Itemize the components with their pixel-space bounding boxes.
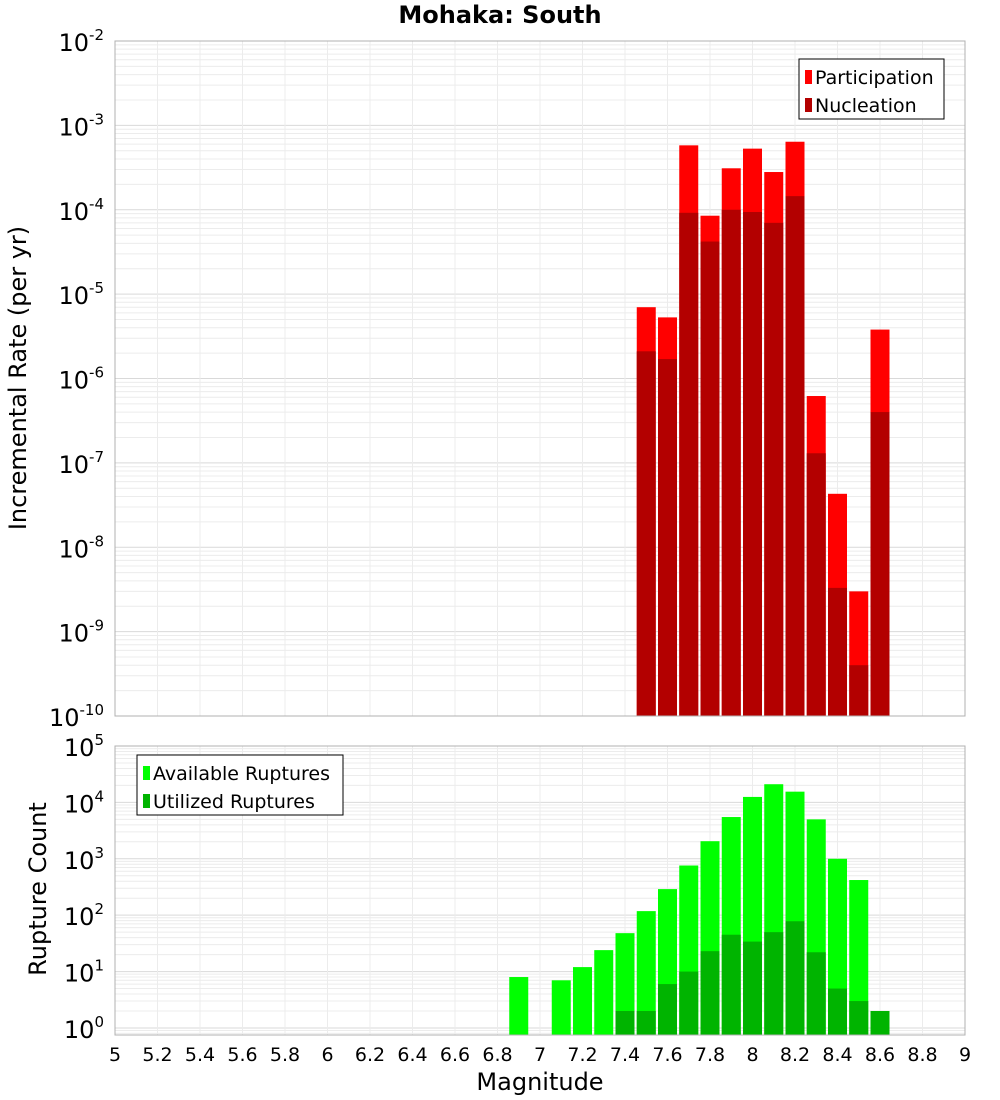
legend-swatch: [805, 98, 812, 112]
legend-swatch: [143, 794, 150, 808]
bar-available-ruptures: [551, 980, 571, 1035]
x-tick-label: 6: [321, 1044, 333, 1066]
bar-utilized-ruptures: [828, 988, 847, 1035]
bar-nucleation: [658, 359, 677, 716]
bar-available-ruptures: [849, 880, 869, 1035]
bottom-panel: 105 104 103 102 101 100 Available Ruptures Util…: [64, 731, 971, 1066]
bar-utilized-ruptures: [700, 951, 720, 1035]
legend-label: Participation: [815, 67, 934, 89]
bar-utilized-ruptures: [764, 932, 784, 1035]
y-tick-label: 10-3: [58, 110, 104, 141]
bar-nucleation: [636, 351, 656, 716]
bar-nucleation: [828, 587, 847, 716]
bar-utilized-ruptures: [721, 934, 741, 1035]
y-tick-label: 10-6: [58, 364, 104, 395]
x-tick-label: 7.2: [567, 1044, 597, 1066]
bottom-y-axis-label: Rupture Count: [24, 802, 52, 976]
y-tick-label: 105: [64, 731, 104, 762]
legend-label: Utilized Ruptures: [153, 791, 315, 813]
legend-label: Available Ruptures: [153, 763, 330, 785]
x-tick-label: 5: [109, 1044, 121, 1066]
x-tick-label: 5.6: [227, 1044, 257, 1066]
x-tick-label: 7.4: [610, 1044, 640, 1066]
legend-box: [798, 58, 945, 120]
y-tick-label: 10-9: [58, 617, 104, 648]
x-tick-label: 7.8: [695, 1044, 725, 1066]
y-tick-label: 10-8: [58, 532, 104, 563]
bar-utilized-ruptures: [806, 952, 826, 1035]
bar-nucleation: [721, 209, 741, 716]
bar-nucleation: [700, 241, 720, 717]
x-tick-label: 7.6: [652, 1044, 682, 1066]
x-tick-label: 8.2: [780, 1044, 810, 1066]
bar-utilized-ruptures: [679, 971, 699, 1035]
y-tick-label: 10-2: [58, 26, 104, 57]
y-tick-label: 10-7: [58, 448, 104, 479]
x-tick-label: 6.8: [482, 1044, 512, 1066]
bar-nucleation: [679, 212, 699, 716]
bar-utilized-ruptures: [785, 921, 805, 1035]
top-y-axis-label: Incremental Rate (per yr): [4, 226, 32, 530]
x-tick-label: 6.2: [355, 1044, 385, 1066]
y-tick-label: 104: [64, 787, 104, 818]
legend-box: [136, 754, 344, 816]
bar-nucleation: [806, 453, 826, 716]
x-tick-label: 6.6: [440, 1044, 470, 1066]
x-tick-label: 8.8: [907, 1044, 937, 1066]
bar-nucleation: [870, 412, 890, 716]
bar-utilized-ruptures: [636, 1010, 656, 1035]
bar-available-ruptures: [594, 950, 614, 1035]
y-tick-label: 100: [64, 1013, 104, 1044]
x-tick-label: 9: [959, 1044, 971, 1066]
legend-swatch: [805, 70, 812, 84]
bar-nucleation: [743, 212, 762, 716]
x-tick-label: 7: [534, 1044, 546, 1066]
x-tick-label: 6.4: [397, 1044, 427, 1066]
bar-nucleation: [849, 665, 869, 716]
bar-available-ruptures: [636, 911, 656, 1035]
legend-swatch: [143, 766, 150, 780]
y-tick-label: 10-10: [49, 701, 104, 732]
y-tick-label: 101: [64, 957, 104, 988]
x-tick-label: 8.4: [822, 1044, 852, 1066]
x-axis-label: Magnitude: [476, 1068, 603, 1096]
bar-utilized-ruptures: [615, 1010, 635, 1035]
plot-frame: [114, 40, 966, 717]
bar-utilized-ruptures: [849, 1001, 869, 1035]
plot-frame: [114, 745, 966, 1036]
bar-available-ruptures: [509, 977, 529, 1035]
y-tick-label: 10-4: [58, 195, 104, 226]
y-tick-label: 102: [64, 900, 104, 931]
bar-available-ruptures: [615, 933, 635, 1035]
x-tick-label: 5.8: [270, 1044, 300, 1066]
x-tick-label: 5.4: [185, 1044, 215, 1066]
x-tick-label: 8.6: [865, 1044, 895, 1066]
bar-nucleation: [785, 196, 805, 716]
bar-nucleation: [764, 222, 784, 716]
bar-utilized-ruptures: [743, 941, 762, 1035]
top-panel: 10-2 10-3 10-4 10-5 10-6 10-7 10-8 10-9 10-10 Par…: [49, 26, 966, 732]
x-tick-label: 8: [746, 1044, 758, 1066]
y-tick-label: 103: [64, 844, 104, 875]
x-tick-label: 5.2: [142, 1044, 172, 1066]
legend-label: Nucleation: [815, 95, 917, 117]
bar-utilized-ruptures: [658, 984, 677, 1035]
bar-utilized-ruptures: [870, 1010, 890, 1035]
chart-title: Mohaka: South: [398, 1, 601, 29]
bar-available-ruptures: [573, 967, 592, 1035]
y-tick-label: 10-5: [58, 279, 104, 310]
